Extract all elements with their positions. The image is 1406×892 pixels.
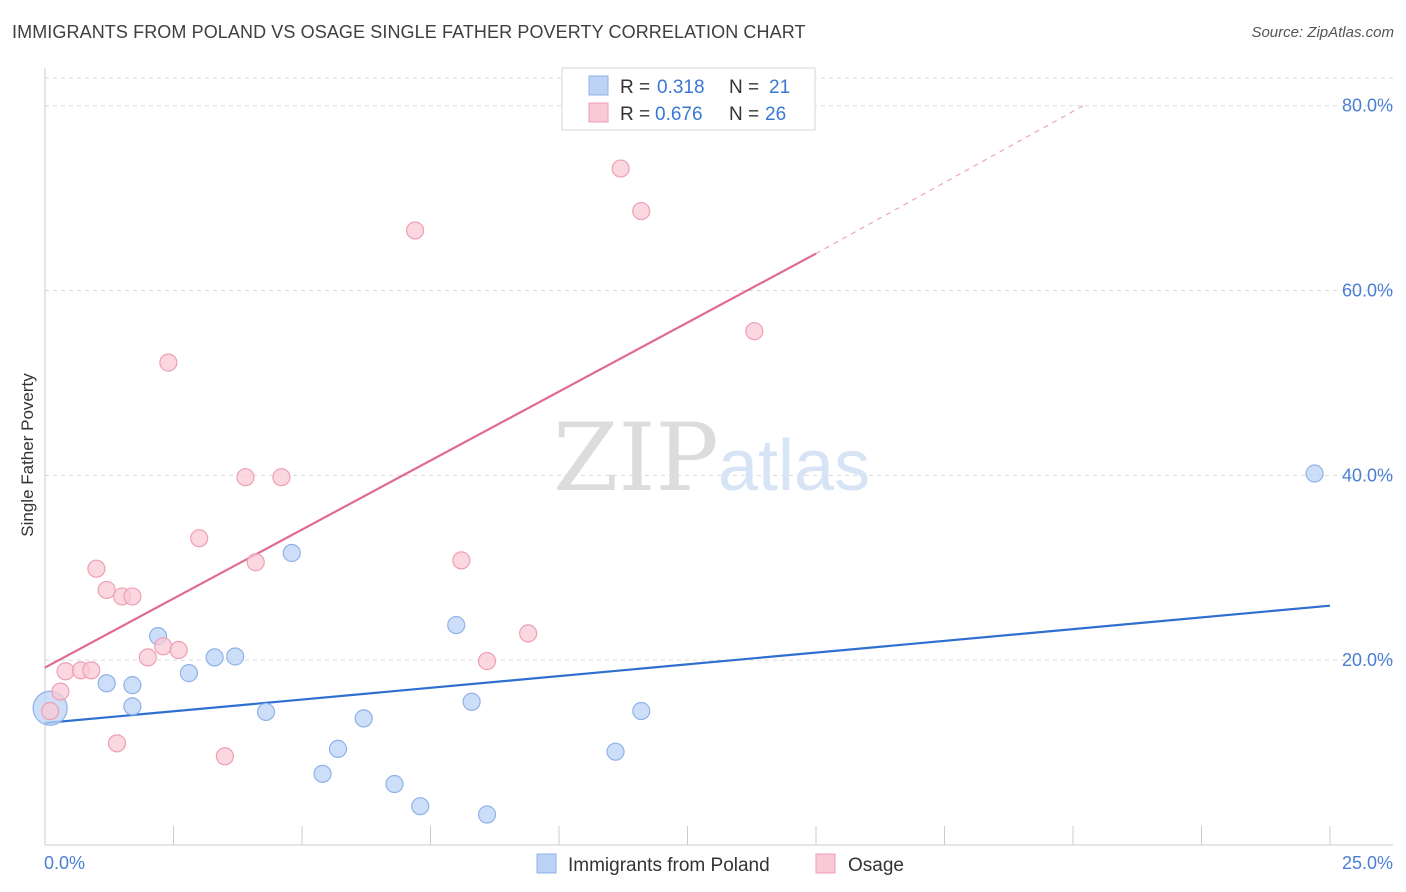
trend-line-extension-pink xyxy=(815,105,1084,255)
source-credit: Source: ZipAtlas.com xyxy=(1251,24,1394,41)
watermark: ZIP atlas xyxy=(553,404,870,513)
y-tick-labels: 20.0% 40.0% 60.0% 80.0% xyxy=(1342,96,1393,670)
data-point-osage xyxy=(107,734,127,753)
data-point-osage xyxy=(452,551,471,570)
data-point-poland xyxy=(328,739,348,758)
data-point-osage xyxy=(405,221,425,240)
bottom-legend-swatch-pink xyxy=(815,853,836,874)
data-point-osage xyxy=(41,701,60,721)
legend-r-label-blue: R = xyxy=(620,77,650,98)
data-point-poland xyxy=(123,697,142,716)
legend-swatch-blue xyxy=(588,75,609,96)
data-point-osage xyxy=(138,648,157,667)
y-tick-label: 60.0% xyxy=(1342,281,1393,301)
bottom-legend: Immigrants from Poland Osage xyxy=(536,853,904,876)
data-point-osage xyxy=(51,682,70,701)
bottom-legend-label-blue: Immigrants from Poland xyxy=(568,855,770,876)
data-point-poland xyxy=(632,701,651,721)
legend-swatch-pink xyxy=(588,102,609,123)
x-tick-label-min: 0.0% xyxy=(44,853,85,873)
data-point-poland xyxy=(1305,464,1324,483)
data-points xyxy=(32,159,1324,824)
data-point-osage xyxy=(272,468,291,487)
data-point-poland xyxy=(123,676,142,695)
y-tick-label: 80.0% xyxy=(1342,96,1393,116)
data-point-osage xyxy=(56,662,75,681)
trend-line-pink xyxy=(44,252,817,669)
data-point-osage xyxy=(215,747,234,766)
data-point-poland xyxy=(462,692,481,711)
data-point-poland xyxy=(354,709,373,728)
data-point-osage xyxy=(236,468,255,487)
data-point-osage xyxy=(123,587,142,606)
chart-title: IMMIGRANTS FROM POLAND VS OSAGE SINGLE F… xyxy=(12,22,806,42)
data-point-osage xyxy=(632,201,651,221)
data-point-osage xyxy=(745,322,764,341)
data-point-poland xyxy=(313,764,332,783)
legend-n-value-pink: 26 xyxy=(765,104,786,125)
legend-n-label-pink: N = xyxy=(729,104,759,125)
data-point-osage xyxy=(159,353,178,372)
x-tick-labels: 0.0% 25.0% xyxy=(44,853,1393,873)
data-point-osage xyxy=(246,553,265,572)
legend-n-value-blue: 21 xyxy=(769,77,790,98)
bottom-legend-swatch-blue xyxy=(536,853,557,874)
data-point-poland xyxy=(385,774,404,794)
data-point-osage xyxy=(97,580,116,600)
data-point-poland xyxy=(411,797,430,816)
data-point-osage xyxy=(519,624,538,643)
data-point-poland xyxy=(179,664,199,683)
data-point-osage xyxy=(169,640,188,660)
data-point-osage xyxy=(190,529,209,548)
data-point-poland xyxy=(606,742,625,761)
data-point-poland xyxy=(97,674,116,693)
legend-r-value-blue: 0.318 xyxy=(657,77,705,98)
bottom-legend-label-pink: Osage xyxy=(848,855,904,876)
data-point-osage xyxy=(477,652,497,671)
legend-n-label-blue: N = xyxy=(729,77,759,98)
legend-r-value-pink: 0.676 xyxy=(655,104,703,125)
data-point-osage xyxy=(154,637,173,656)
data-point-osage xyxy=(82,661,101,680)
x-tick-label-max: 25.0% xyxy=(1342,853,1393,873)
grid-lines xyxy=(45,77,1393,661)
data-point-osage xyxy=(87,559,106,578)
data-point-poland xyxy=(205,648,224,667)
data-point-poland xyxy=(477,805,497,824)
data-point-poland xyxy=(226,647,245,666)
legend: R = 0.318 N = 21 R = 0.676 N = 26 xyxy=(561,67,816,131)
legend-r-label-pink: R = xyxy=(620,104,650,125)
data-point-poland xyxy=(282,543,301,563)
watermark-atlas: atlas xyxy=(718,426,870,506)
data-point-poland xyxy=(447,615,466,635)
trend-line-blue xyxy=(44,604,1331,725)
y-tick-label: 20.0% xyxy=(1342,650,1393,670)
watermark-zip: ZIP xyxy=(553,404,719,513)
data-point-osage xyxy=(611,159,630,178)
trend-lines xyxy=(44,105,1331,725)
y-tick-label: 40.0% xyxy=(1342,465,1393,485)
data-point-poland xyxy=(256,702,276,722)
